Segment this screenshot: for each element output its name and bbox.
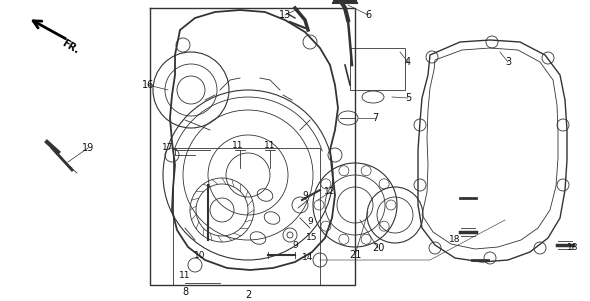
Text: 9: 9: [302, 191, 308, 200]
Text: 20: 20: [372, 243, 384, 253]
Text: 9: 9: [307, 218, 313, 226]
Text: 9: 9: [292, 240, 298, 250]
Text: 7: 7: [372, 113, 378, 123]
Text: 4: 4: [405, 57, 411, 67]
Text: 15: 15: [306, 234, 318, 243]
Text: 5: 5: [405, 93, 411, 103]
Text: 14: 14: [302, 253, 314, 262]
Text: 21: 21: [349, 250, 361, 260]
Text: 16: 16: [142, 80, 154, 90]
Text: 3: 3: [505, 57, 511, 67]
Text: 2: 2: [245, 290, 251, 300]
Text: 6: 6: [365, 10, 371, 20]
Text: 13: 13: [279, 10, 291, 20]
Text: 11: 11: [232, 141, 244, 150]
Text: 11: 11: [264, 141, 276, 150]
Text: 12: 12: [324, 188, 336, 197]
Text: 19: 19: [82, 143, 94, 153]
Text: 8: 8: [182, 287, 188, 297]
Text: 17: 17: [162, 144, 173, 153]
Text: 10: 10: [194, 250, 206, 259]
Text: 11: 11: [179, 271, 191, 280]
Text: 18: 18: [449, 235, 461, 244]
Text: 18: 18: [567, 244, 579, 253]
Text: FR.: FR.: [60, 38, 81, 56]
Bar: [350, 48, 405, 90]
